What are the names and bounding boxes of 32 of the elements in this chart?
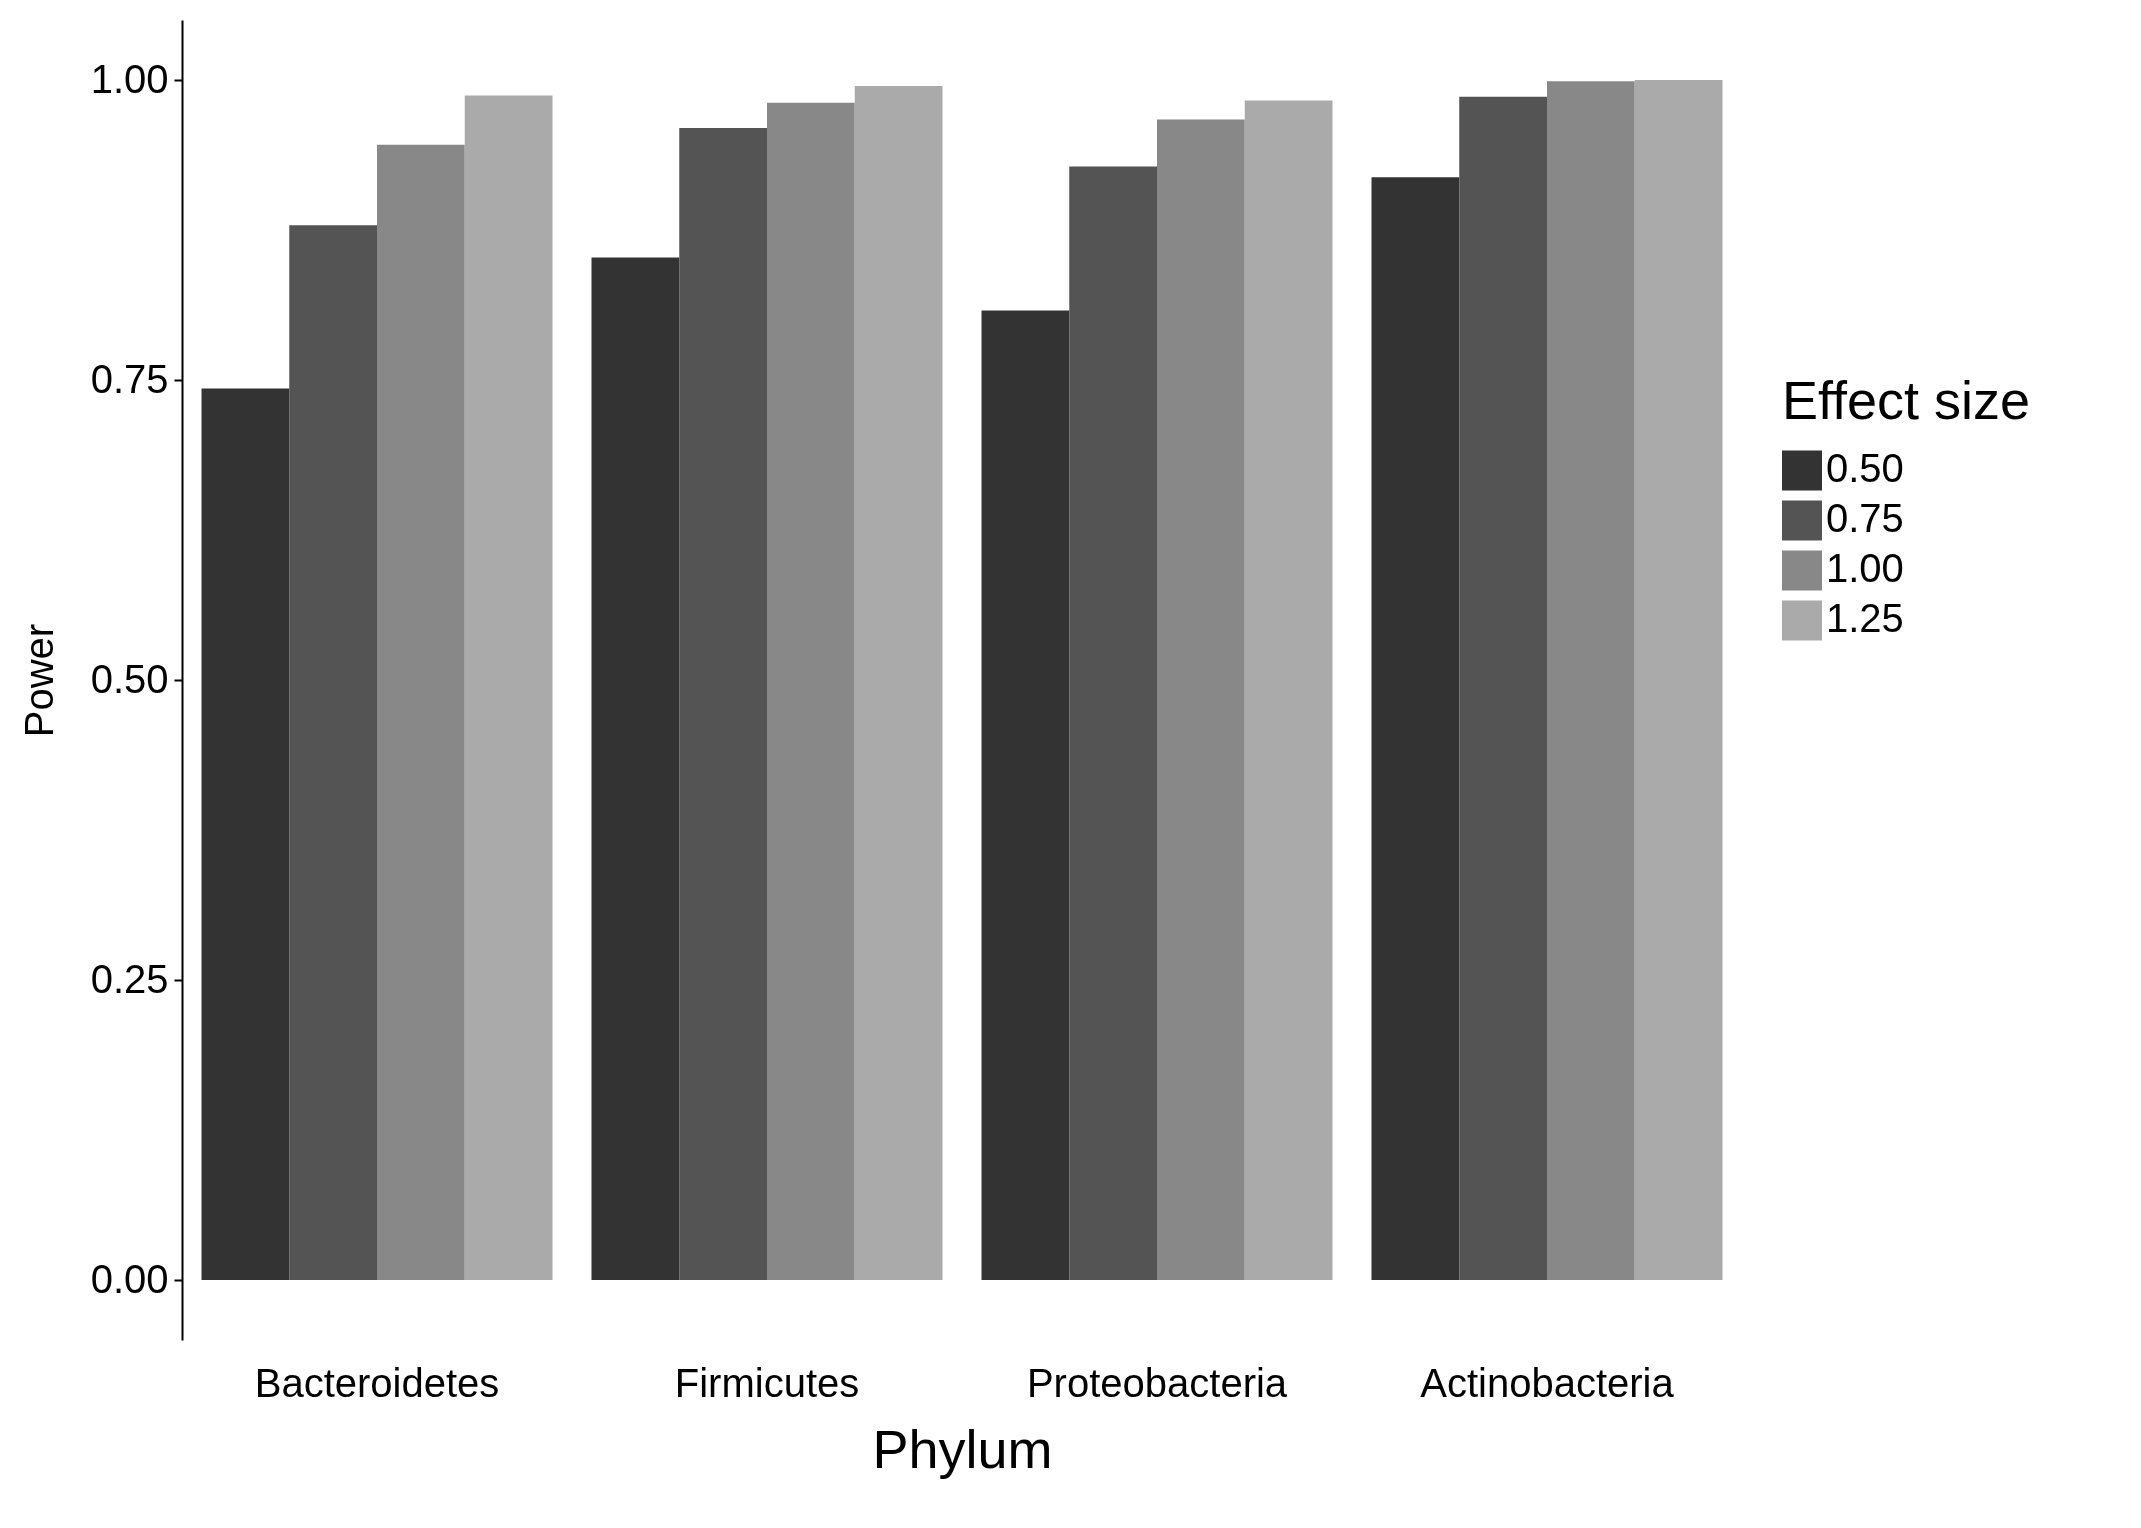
bar bbox=[679, 128, 767, 1280]
bar bbox=[1157, 119, 1245, 1280]
y-tick-label: 0.00 bbox=[90, 1256, 169, 1301]
bar bbox=[981, 310, 1070, 1280]
bar bbox=[767, 102, 855, 1280]
legend-label: 1.25 bbox=[1826, 596, 1904, 641]
x-tick-label: Actinobacteria bbox=[1420, 1360, 1675, 1405]
x-tick-label: Bacteroidetes bbox=[254, 1360, 500, 1405]
bar bbox=[1069, 166, 1157, 1280]
bar bbox=[1459, 96, 1547, 1280]
y-tick-label: 1.00 bbox=[90, 56, 169, 101]
bar bbox=[201, 388, 290, 1280]
bar bbox=[377, 144, 465, 1280]
bar bbox=[1244, 100, 1333, 1280]
x-axis-title: Phylum bbox=[872, 1418, 1053, 1479]
y-tick-label: 0.75 bbox=[90, 356, 169, 401]
x-tick-label: Proteobacteria bbox=[1026, 1360, 1288, 1405]
bar bbox=[854, 86, 943, 1280]
legend-label: 0.50 bbox=[1826, 446, 1904, 491]
legend-label: 0.75 bbox=[1826, 496, 1904, 541]
legend-label: 1.00 bbox=[1826, 546, 1904, 591]
x-tick-label: Firmicutes bbox=[674, 1360, 860, 1405]
bar bbox=[464, 95, 553, 1280]
bar bbox=[1547, 81, 1635, 1280]
y-tick-label: 0.50 bbox=[90, 656, 169, 701]
bar bbox=[591, 257, 680, 1280]
y-tick-label: 0.25 bbox=[90, 956, 169, 1001]
legend-title: Effect size bbox=[1782, 370, 2031, 431]
bar bbox=[289, 225, 377, 1280]
bar bbox=[1371, 177, 1460, 1280]
bar bbox=[1634, 80, 1723, 1280]
y-axis-title: Power bbox=[16, 623, 61, 738]
